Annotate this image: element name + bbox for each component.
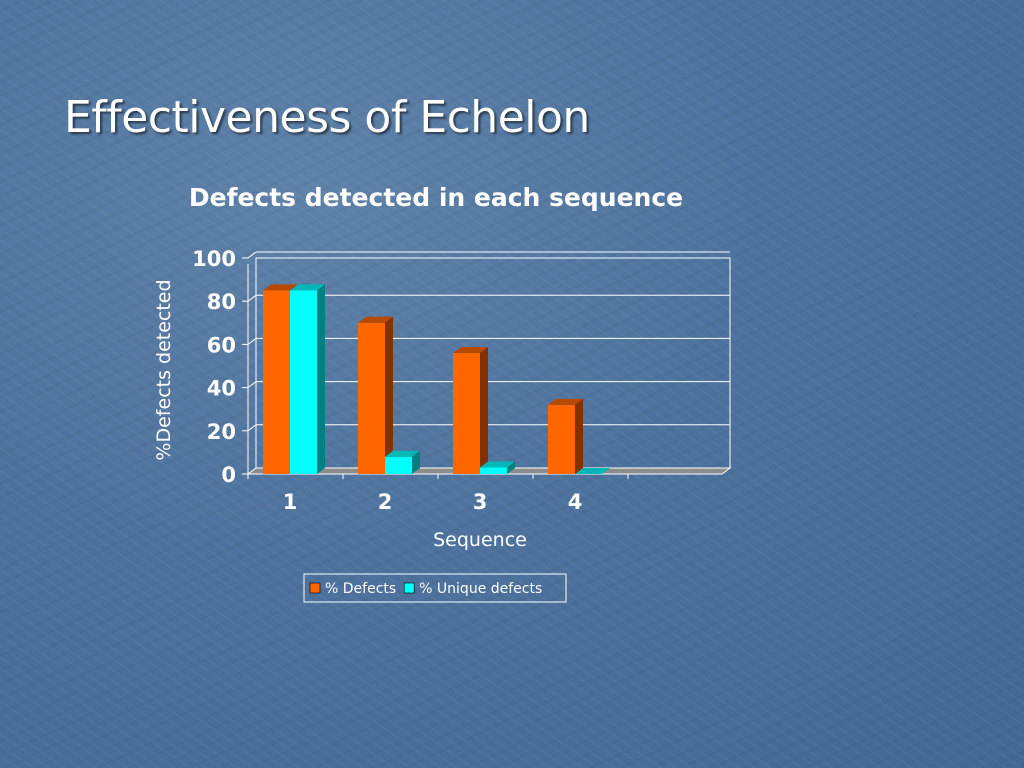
- bar-front: [358, 322, 385, 474]
- bar-side: [575, 398, 583, 474]
- bar-front: [263, 290, 290, 474]
- bar-side: [480, 347, 488, 474]
- y-tick-label: 100: [192, 247, 236, 271]
- bar-top: [480, 461, 515, 468]
- y-tick-label: 80: [207, 290, 236, 314]
- bar-side: [317, 284, 325, 474]
- slide-title: Effectiveness of Echelon: [64, 92, 590, 143]
- bar-unique-4: [575, 468, 610, 474]
- legend-box: [303, 573, 567, 603]
- bar-unique-3: [480, 461, 515, 474]
- y-tick-label: 60: [207, 333, 236, 357]
- legend-label: % Defects: [325, 581, 396, 597]
- bar-defects-3: [453, 347, 488, 474]
- legend-label: % Unique defects: [419, 581, 542, 597]
- bar-top: [548, 398, 583, 405]
- bar-top: [290, 284, 325, 291]
- legend-swatch: [403, 582, 415, 594]
- chart-legend: % Defects % Unique defects: [303, 573, 567, 603]
- bar-front: [453, 353, 480, 474]
- x-tick-label: 1: [283, 490, 298, 514]
- gridline-side: [247, 294, 257, 302]
- bar-front: [385, 456, 412, 474]
- y-axis-label: %Defects detected: [153, 279, 175, 460]
- gridline-side: [247, 251, 257, 259]
- bar-top: [453, 347, 488, 354]
- bar-defects-4: [548, 398, 583, 474]
- bar-top: [263, 284, 298, 291]
- gridline-side: [247, 381, 257, 389]
- bar-side: [507, 461, 515, 474]
- bar-unique-2: [385, 450, 420, 474]
- bar-side: [385, 316, 393, 474]
- bar-unique-1: [290, 284, 325, 474]
- x-tick-label: 2: [378, 490, 393, 514]
- x-tick-label: 4: [568, 490, 583, 514]
- y-tick-label: 40: [207, 377, 236, 401]
- bar-top: [575, 468, 610, 474]
- bar-top: [385, 450, 420, 457]
- legend-swatch: [309, 582, 321, 594]
- gridline-side: [247, 424, 257, 432]
- chart-title: Defects detected in each sequence: [189, 183, 683, 212]
- bar-defects-2: [358, 316, 393, 474]
- gridline-side: [247, 337, 257, 345]
- bar-top: [358, 316, 393, 323]
- x-tick-label: 3: [473, 490, 488, 514]
- bar-front: [290, 290, 317, 474]
- bar-front: [480, 467, 507, 474]
- bar-side: [412, 450, 420, 474]
- plot-frame: [255, 257, 731, 469]
- y-tick-label: 0: [221, 463, 236, 487]
- bar-front: [548, 404, 575, 474]
- y-tick-label: 20: [207, 420, 236, 444]
- x-axis-label: Sequence: [433, 529, 527, 551]
